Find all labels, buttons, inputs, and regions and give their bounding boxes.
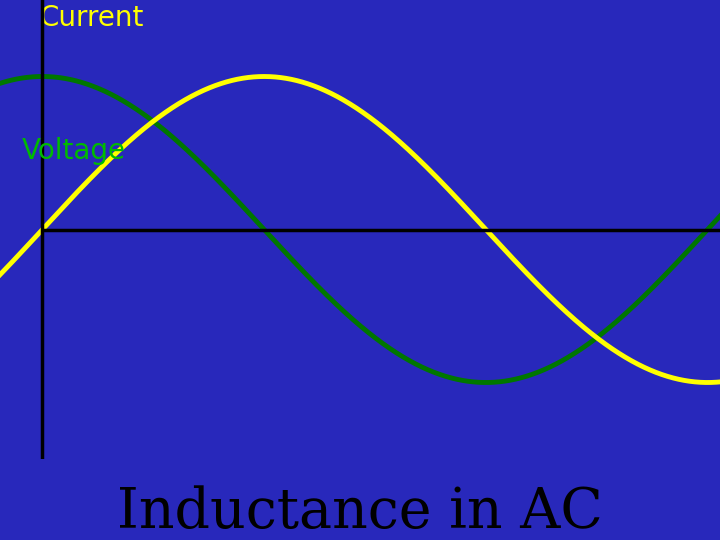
Text: Inductance in AC: Inductance in AC [117,485,603,540]
Text: Current: Current [40,4,144,32]
Text: Voltage: Voltage [22,137,125,165]
